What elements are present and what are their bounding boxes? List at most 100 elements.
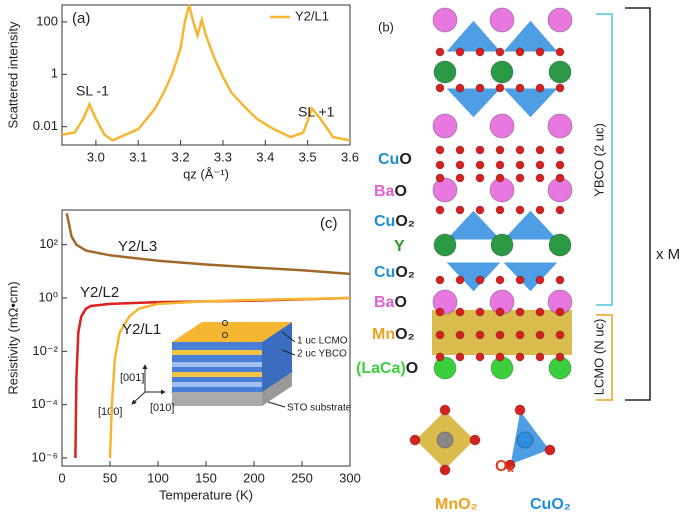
atom [435, 352, 445, 362]
atom [475, 160, 485, 170]
atom [555, 275, 565, 285]
polyhedron [501, 209, 560, 241]
series-label: Y2/L3 [118, 238, 157, 255]
atom [435, 307, 445, 317]
atom [439, 404, 451, 416]
lcmo-bracket [596, 314, 613, 401]
inset-axis: [010] [150, 402, 174, 414]
atom [515, 330, 525, 340]
atom [495, 160, 505, 170]
atom [555, 205, 565, 215]
repeat-bracket [625, 7, 651, 401]
cation: (LaCa) [356, 360, 406, 377]
atom [495, 173, 505, 183]
polyhedron [501, 19, 560, 53]
atom [515, 160, 525, 170]
atom [535, 275, 545, 285]
annotation: SL -1 [76, 83, 109, 99]
inset-label: 1 uc LCMO [297, 336, 348, 347]
y-tick-label: 10⁻⁴ [31, 396, 58, 411]
atom [555, 173, 565, 183]
atom [535, 173, 545, 183]
x-tick-label: 3.0 [87, 149, 105, 164]
y-tick-label: 100 [36, 13, 58, 28]
cation: Cu [378, 151, 399, 168]
atom [515, 307, 525, 317]
layer-label: CuO₂ [374, 264, 415, 281]
inset-label: 2 uc YBCO [297, 349, 347, 360]
atom [436, 431, 454, 449]
atom [547, 7, 573, 33]
x-tick-label: 150 [195, 470, 217, 485]
panel-label: (b) [378, 19, 394, 34]
annotation: SL +1 [298, 104, 335, 120]
atom [514, 404, 526, 416]
inset-axis: [001] [120, 372, 144, 384]
atom [547, 113, 573, 139]
series-line [65, 213, 351, 276]
atom [432, 7, 458, 33]
y-tick-label: 10² [39, 236, 58, 251]
atom [455, 352, 465, 362]
layer-label: CuO₂ [374, 213, 415, 230]
atom [435, 330, 445, 340]
atom [489, 7, 515, 33]
x-tick-label: 250 [291, 470, 313, 485]
polyhedron [444, 261, 503, 293]
x-tick-label: 3.6 [341, 149, 359, 164]
atom [490, 233, 514, 257]
atom [555, 330, 565, 340]
x-axis-label: Temperature (K) [159, 487, 253, 502]
atom [455, 160, 465, 170]
atom [555, 47, 565, 57]
x-axis-label: qz (Å⁻¹) [183, 166, 229, 181]
layer-label: Y [394, 238, 405, 255]
crystal-structure [409, 7, 573, 476]
atom [515, 352, 525, 362]
atom [475, 275, 485, 285]
atom [495, 83, 505, 93]
polyhedron [501, 87, 560, 119]
polyhedron [444, 209, 503, 241]
atom [535, 307, 545, 317]
layer-label: BaO [374, 183, 407, 200]
atom [544, 444, 556, 456]
y-axis-label: Scattered intensity [5, 21, 20, 128]
anion: O [394, 294, 406, 311]
layer-label: CuO [378, 151, 412, 168]
x-tick-label: 3.4 [256, 149, 274, 164]
atom [490, 60, 514, 84]
cation: Cu [374, 264, 395, 281]
atom [455, 205, 465, 215]
atom [555, 83, 565, 93]
bracket-label: YBCO (2 uc) [591, 123, 606, 197]
x-tick-label: 300 [339, 470, 361, 485]
atom [455, 145, 465, 155]
atom [475, 83, 485, 93]
atom [455, 83, 465, 93]
atom [475, 352, 485, 362]
atom [504, 459, 516, 471]
bracket-label: x M [656, 246, 680, 263]
atom [475, 173, 485, 183]
atom [475, 47, 485, 57]
inset-label: STO substrate [287, 403, 352, 414]
bottom-label: MnO₂ [435, 496, 478, 513]
plot-frame [61, 4, 351, 146]
series-line [108, 296, 351, 459]
cation: Mn [372, 326, 395, 343]
atom [535, 330, 545, 340]
x-tick-label: 100 [147, 470, 169, 485]
atom [535, 205, 545, 215]
atom [435, 173, 445, 183]
atom [495, 307, 505, 317]
bracket-label: LCMO (N uc) [591, 319, 606, 396]
x-tick-label: 3.1 [129, 149, 147, 164]
atom [469, 434, 481, 446]
legend-label: Y2/L1 [295, 8, 329, 23]
y-tick-label: 10⁻² [32, 343, 58, 358]
atom [475, 330, 485, 340]
atom [516, 431, 534, 449]
atom [515, 173, 525, 183]
inset-axis: [100] [98, 406, 122, 418]
